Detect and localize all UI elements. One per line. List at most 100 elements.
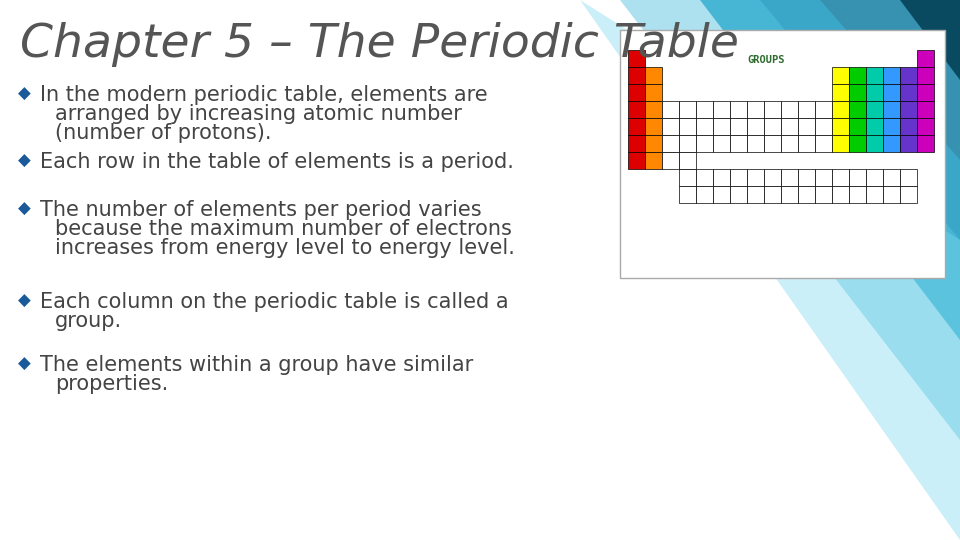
Text: ◆: ◆ <box>18 152 31 170</box>
Bar <box>747 101 764 118</box>
Bar <box>849 135 866 152</box>
Bar <box>798 101 815 118</box>
Bar <box>730 186 747 203</box>
Bar <box>883 84 900 101</box>
Bar <box>866 67 883 84</box>
Text: arranged by increasing atomic number: arranged by increasing atomic number <box>55 104 462 124</box>
Bar <box>849 101 866 118</box>
Bar <box>662 135 679 152</box>
Bar <box>832 135 849 152</box>
Bar <box>713 169 730 186</box>
Bar <box>645 135 662 152</box>
Bar <box>900 186 917 203</box>
Bar <box>781 135 798 152</box>
Bar <box>849 169 866 186</box>
Bar <box>730 135 747 152</box>
Polygon shape <box>760 0 960 240</box>
Bar <box>883 186 900 203</box>
Bar <box>679 135 696 152</box>
Bar <box>900 169 917 186</box>
Bar <box>866 84 883 101</box>
Text: properties.: properties. <box>55 374 168 394</box>
Bar <box>832 186 849 203</box>
Bar <box>713 118 730 135</box>
Bar <box>815 118 832 135</box>
Polygon shape <box>620 0 960 440</box>
Text: The elements within a group have similar: The elements within a group have similar <box>40 355 473 375</box>
Bar <box>917 118 934 135</box>
Text: increases from energy level to energy level.: increases from energy level to energy le… <box>55 238 515 258</box>
Bar <box>713 135 730 152</box>
Bar <box>696 186 713 203</box>
Bar <box>679 118 696 135</box>
Bar <box>781 118 798 135</box>
Bar <box>781 101 798 118</box>
Bar <box>628 118 645 135</box>
Bar <box>628 50 645 67</box>
Bar <box>645 84 662 101</box>
Bar <box>662 118 679 135</box>
Bar <box>679 101 696 118</box>
Bar <box>730 169 747 186</box>
Bar <box>900 84 917 101</box>
Text: ◆: ◆ <box>18 355 31 373</box>
Bar <box>883 67 900 84</box>
Bar <box>798 135 815 152</box>
Text: (number of protons).: (number of protons). <box>55 123 272 143</box>
Bar <box>832 101 849 118</box>
Bar <box>628 101 645 118</box>
Bar <box>696 101 713 118</box>
Text: ◆: ◆ <box>18 85 31 103</box>
Bar <box>764 135 781 152</box>
Text: Chapter 5 – The Periodic Table: Chapter 5 – The Periodic Table <box>20 22 739 67</box>
Bar <box>900 101 917 118</box>
Bar <box>900 67 917 84</box>
Bar <box>917 101 934 118</box>
Bar <box>696 169 713 186</box>
Bar <box>764 169 781 186</box>
Bar <box>832 118 849 135</box>
Bar <box>662 101 679 118</box>
Bar <box>815 186 832 203</box>
Bar <box>696 135 713 152</box>
Bar <box>798 118 815 135</box>
Bar <box>781 169 798 186</box>
Text: GROUPS: GROUPS <box>747 55 784 65</box>
Bar <box>628 84 645 101</box>
Bar <box>917 50 934 67</box>
Bar <box>628 67 645 84</box>
Bar <box>798 169 815 186</box>
Text: group.: group. <box>55 311 122 331</box>
Bar <box>832 67 849 84</box>
Bar <box>713 101 730 118</box>
Bar <box>679 152 696 169</box>
Bar <box>832 84 849 101</box>
Bar <box>662 152 679 169</box>
Bar <box>849 186 866 203</box>
Bar <box>866 186 883 203</box>
Bar <box>866 169 883 186</box>
Bar <box>645 118 662 135</box>
Bar <box>917 84 934 101</box>
Bar <box>849 118 866 135</box>
Text: The number of elements per period varies: The number of elements per period varies <box>40 200 482 220</box>
Polygon shape <box>820 0 960 160</box>
Bar <box>917 67 934 84</box>
Text: Each row in the table of elements is a period.: Each row in the table of elements is a p… <box>40 152 514 172</box>
Bar <box>866 118 883 135</box>
Text: because the maximum number of electrons: because the maximum number of electrons <box>55 219 512 239</box>
Bar <box>866 135 883 152</box>
Bar <box>730 118 747 135</box>
Bar <box>645 67 662 84</box>
Bar <box>713 186 730 203</box>
Bar <box>645 152 662 169</box>
Bar <box>866 101 883 118</box>
Bar <box>883 135 900 152</box>
Bar <box>747 186 764 203</box>
Bar <box>764 186 781 203</box>
Text: ◆: ◆ <box>18 200 31 218</box>
Bar <box>679 186 696 203</box>
Bar <box>730 101 747 118</box>
Text: Each column on the periodic table is called a: Each column on the periodic table is cal… <box>40 292 509 312</box>
Bar <box>849 67 866 84</box>
